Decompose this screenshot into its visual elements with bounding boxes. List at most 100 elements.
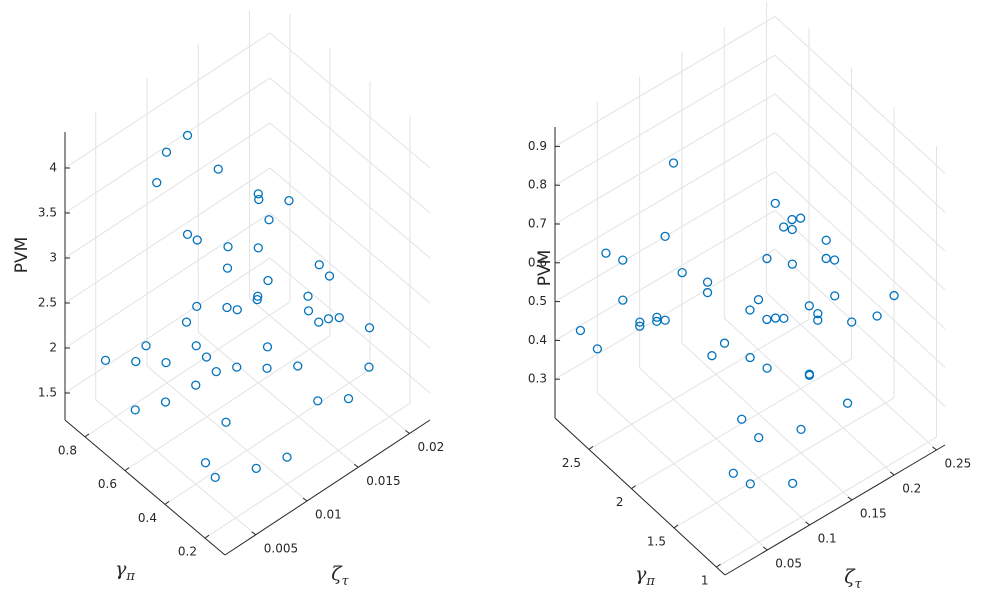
point [192,235,202,245]
point [210,472,220,483]
grid-line [269,212,431,349]
x-tick [251,531,257,536]
x-axis-label-subscript: τ [342,574,350,589]
grid-line [124,335,331,472]
point [618,255,628,265]
point [211,366,221,377]
x-axis-label-base: ζ [331,563,343,585]
point [762,253,772,264]
point [787,259,797,269]
y-axis-label-base: γ [115,558,127,580]
z-tick-label: 2.5 [38,296,57,310]
point [592,344,603,354]
y-tick-label: 1.5 [647,534,666,548]
point [618,295,628,305]
point [160,397,171,407]
x-tick-label: 0.15 [860,507,887,521]
grid-line [64,167,271,304]
y-tick-label: 0.6 [98,477,117,491]
z-tick-label: 0.3 [528,372,547,386]
point [575,325,586,336]
grid-line [269,77,431,214]
x-tick-label: 0.05 [775,557,802,571]
grid-line [588,318,810,450]
point [668,158,679,168]
z-tick-label: 2 [49,341,57,355]
point [282,452,292,462]
z-tick-label: 0.4 [528,333,547,347]
grid-line [64,257,271,394]
point [779,222,789,232]
point [262,342,273,352]
point [601,248,611,258]
grid-line [64,32,271,169]
x-tick [889,471,895,476]
y-axis-line [64,419,226,556]
y-axis-label: γπ [635,563,655,589]
z-tick-label: 1.5 [38,386,57,400]
point [191,380,201,390]
point [364,323,375,333]
y-tick [588,445,594,450]
point [213,164,223,174]
grid-line [269,257,431,394]
x-tick [353,463,359,468]
grid-line [681,342,853,501]
y-axis-line [554,417,726,576]
grid-line [774,16,946,174]
point [719,338,730,348]
point [253,243,263,253]
point [635,317,645,327]
x-tick [847,496,853,501]
x-axis-line [224,419,431,556]
y-tick [84,433,90,438]
point [872,311,882,321]
y-tick-label: 2.5 [562,456,581,470]
point [753,295,764,305]
point [728,468,738,478]
z-tick-label: 3 [49,251,57,265]
point [762,363,772,373]
point [284,195,294,206]
grid-line [84,301,291,438]
y-tick-label: 1 [701,574,709,588]
point [804,301,814,311]
point [130,405,140,415]
grid-line [723,317,895,476]
point [745,479,755,489]
z-tick-label: 0.6 [528,255,547,269]
grid-line [554,132,776,264]
point [762,314,772,325]
x-tick-label: 0.2 [902,482,921,496]
point [702,287,713,298]
point [847,317,857,327]
grid-line [554,54,776,186]
z-axis-label: PVM [535,250,555,287]
x-tick-label: 0.25 [945,457,972,471]
grid-line [774,171,946,329]
point [182,229,193,240]
point [192,301,202,312]
grid-line [554,248,776,380]
point [152,177,162,188]
point [200,458,211,468]
point [223,242,233,252]
y-tick [673,524,679,529]
x-tick-label: 0.015 [366,474,400,488]
point [263,275,273,286]
grid-line [673,397,895,529]
point [232,305,242,315]
grid-line [774,132,946,291]
point [737,414,747,424]
y-tick [164,500,170,505]
x-tick [302,497,308,502]
point [652,316,662,327]
point [262,363,272,373]
grid-line [164,368,371,505]
z-tick-label: 0.9 [528,139,547,153]
grid-line [554,171,776,303]
x-axis-line [724,444,946,576]
point [334,312,344,323]
point [787,224,797,235]
grid-line [269,167,431,304]
